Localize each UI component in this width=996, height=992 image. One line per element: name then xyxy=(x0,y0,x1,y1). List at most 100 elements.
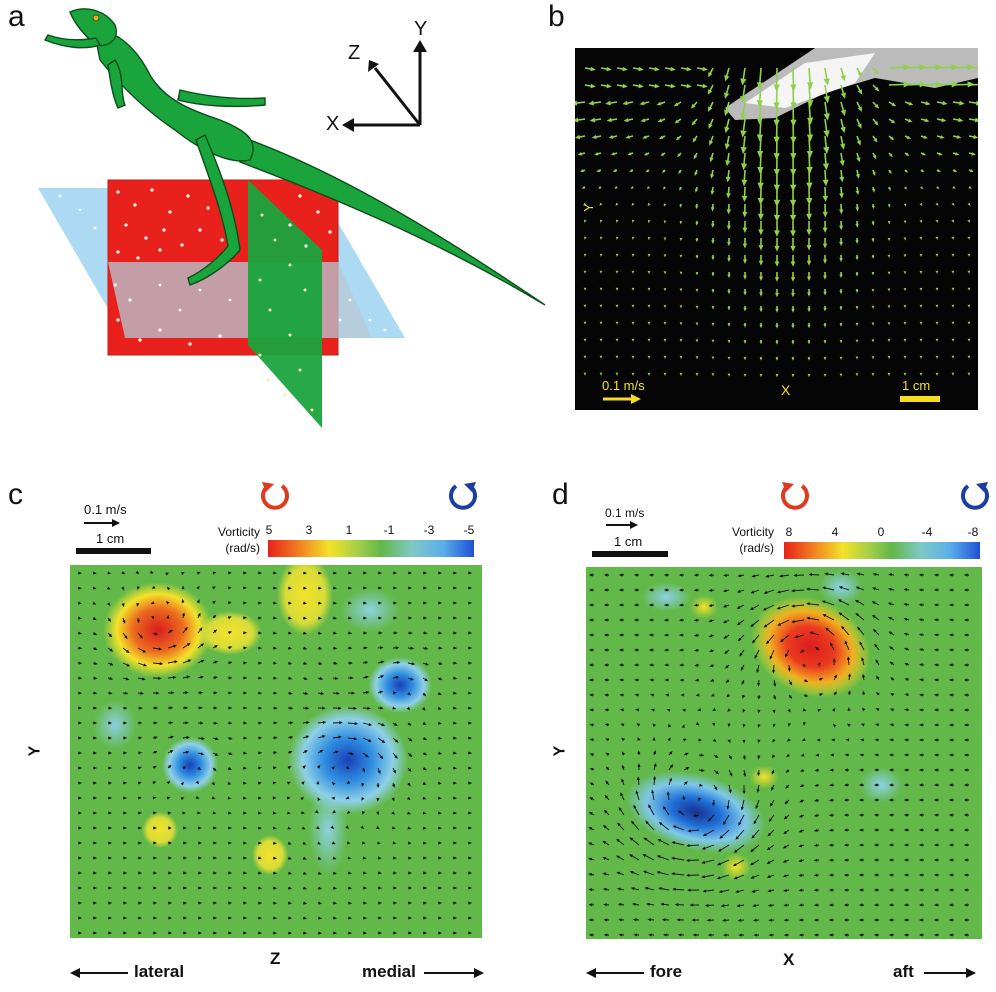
velocity-vector-head xyxy=(741,179,748,187)
velocity-vector-head xyxy=(859,813,863,817)
velocity-vector-head xyxy=(602,887,607,892)
velocity-vector-head xyxy=(663,573,668,577)
velocity-vector xyxy=(719,844,730,852)
velocity-vector-head xyxy=(806,198,813,206)
velocity-vector-head xyxy=(108,691,113,695)
velocity-vector xyxy=(751,619,760,627)
velocity-vector-head xyxy=(228,661,233,665)
velocity-vector-head xyxy=(453,661,458,665)
velocity-vector-head xyxy=(840,126,846,134)
velocity-vector-head xyxy=(318,586,323,590)
velocity-vector-head xyxy=(258,811,262,815)
velocity-vector-head xyxy=(227,586,232,590)
velocity-vector-head xyxy=(423,901,427,905)
velocity-vector-head xyxy=(904,708,909,712)
velocity-vector-head xyxy=(724,650,728,655)
velocity-vector-head xyxy=(599,355,603,359)
velocity-vector-head xyxy=(423,752,428,756)
velocity-vector-head xyxy=(93,676,98,680)
velocity-vector-head xyxy=(822,195,829,203)
velocity-vector-head xyxy=(423,616,428,620)
velocity-vector-head xyxy=(411,662,416,666)
velocity-vector-head xyxy=(363,871,367,875)
velocity-vector-head xyxy=(345,796,350,800)
velocity-vector-head xyxy=(615,253,619,257)
velocity-vector-head xyxy=(758,229,764,236)
velocity-vector-head xyxy=(213,629,218,633)
velocity-vector xyxy=(660,822,670,831)
velocity-vector-head xyxy=(859,768,863,772)
velocity-vector-head xyxy=(168,901,172,905)
velocity-vector-head xyxy=(963,633,968,637)
velocity-vector-head xyxy=(258,616,262,620)
velocity-vector-head xyxy=(828,933,833,937)
velocity-vector-head xyxy=(814,783,819,787)
velocity-vector-head xyxy=(757,739,761,744)
velocity-vector-head xyxy=(588,100,595,106)
velocity-vector-head xyxy=(813,903,818,907)
velocity-vector-head xyxy=(776,606,781,610)
velocity-vector-head xyxy=(78,586,82,590)
velocity-vector-head xyxy=(905,152,910,156)
velocity-vector-head xyxy=(684,781,688,785)
velocity-vector xyxy=(808,152,811,170)
velocity-vector-head xyxy=(825,627,829,632)
velocity-vector-head xyxy=(680,693,685,697)
velocity-vector-head xyxy=(604,708,609,712)
velocity-vector-head xyxy=(874,813,878,817)
velocity-vector-head xyxy=(800,768,804,772)
velocity-vector-head xyxy=(410,646,415,650)
velocity-vector-head xyxy=(686,83,692,89)
velocity-vector-head xyxy=(214,660,219,664)
velocity-vector-head xyxy=(642,135,647,139)
velocity-vector-head xyxy=(630,186,634,189)
velocity-vector-head xyxy=(798,933,803,937)
velocity-vector-head xyxy=(273,691,278,695)
velocity-vector-head xyxy=(752,639,756,644)
velocity-vector-head xyxy=(951,304,955,308)
velocity-vector-head xyxy=(288,646,293,650)
velocity-vector-head xyxy=(874,783,878,787)
velocity-vector-head xyxy=(153,886,157,890)
velocity-vector-head xyxy=(468,931,472,935)
velocity-vector-head xyxy=(949,648,953,652)
velocity-vector-head xyxy=(199,691,204,695)
velocity-vector-head xyxy=(379,706,384,710)
velocity-vector-head xyxy=(583,270,587,274)
aft-arrow xyxy=(924,968,976,978)
velocity-vector-head xyxy=(828,918,833,922)
velocity-vector-head xyxy=(599,202,603,206)
velocity-vector-head xyxy=(695,322,699,326)
velocity-vector-head xyxy=(772,738,776,743)
velocity-vector-head xyxy=(695,356,699,360)
velocity-vector-head xyxy=(619,618,623,622)
velocity-vector-head xyxy=(693,633,698,637)
velocity-vector xyxy=(793,619,805,623)
velocity-vector-head xyxy=(606,66,612,72)
velocity-vector-head xyxy=(847,690,851,695)
velocity-vector-head xyxy=(846,656,851,660)
velocity-vector-head xyxy=(663,372,667,376)
velocity-vector-head xyxy=(200,659,205,663)
velocity-vector-head xyxy=(468,916,472,920)
vorticity-label-c: Vorticity (rad/s) xyxy=(200,524,260,556)
velocity-vector-head xyxy=(273,676,278,680)
velocity-vector-head xyxy=(821,600,826,604)
velocity-vector-head xyxy=(437,692,442,696)
velocity-vector-head xyxy=(438,571,443,575)
velocity-vector-head xyxy=(694,648,698,652)
velocity-vector-head xyxy=(934,738,938,742)
velocity-vector-head xyxy=(887,339,891,343)
velocity-vector-head xyxy=(727,340,731,344)
colorbar-tick-d: 8 xyxy=(785,525,793,539)
velocity-vector-head xyxy=(303,886,307,890)
velocity-vector-head xyxy=(774,261,780,267)
velocity-vector-head xyxy=(709,157,714,163)
velocity-vector-head xyxy=(807,117,814,125)
velocity-vector-head xyxy=(975,100,978,106)
velocity-vector-head xyxy=(710,173,715,179)
velocity-vector-head xyxy=(856,140,861,146)
velocity-vector-head xyxy=(213,916,217,920)
velocity-vector-head xyxy=(301,826,306,830)
velocity-vector-head xyxy=(639,101,645,106)
